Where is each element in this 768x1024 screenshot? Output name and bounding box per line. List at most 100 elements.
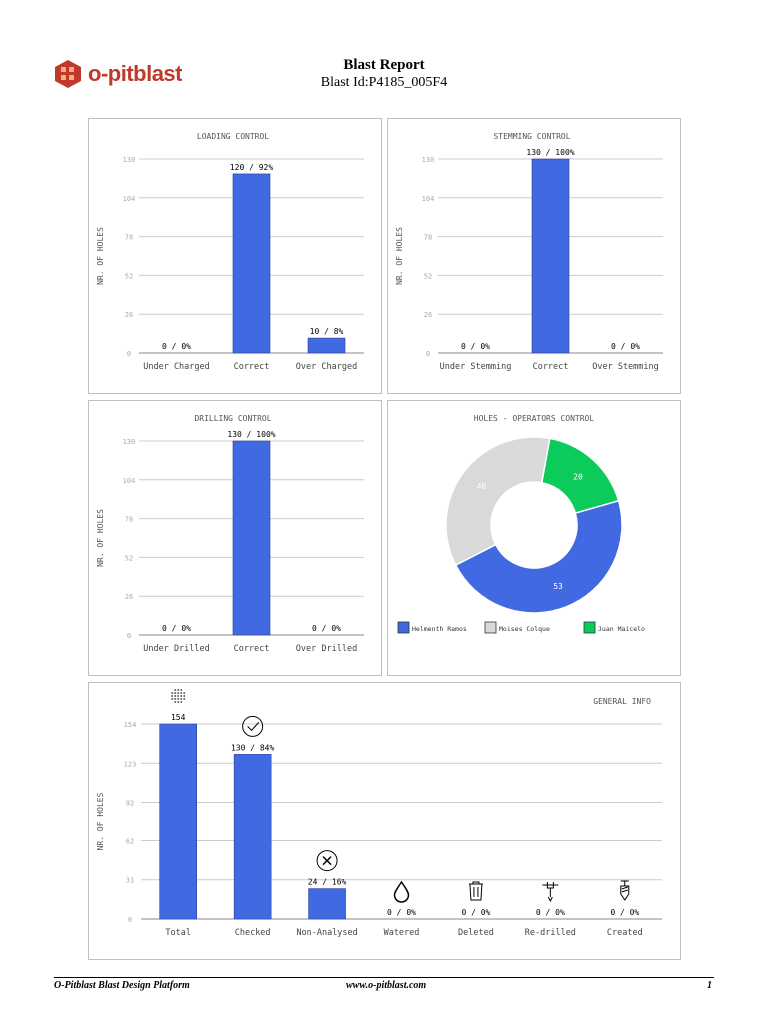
y-tick-label: 52 — [125, 272, 133, 280]
legend-swatch — [397, 621, 410, 634]
y-axis-label: NR. OF HOLES — [395, 227, 404, 285]
y-tick-label: 0 — [127, 632, 131, 640]
x-tick-label: Watered — [384, 928, 420, 938]
x-tick-label: Over Stemming — [592, 362, 659, 372]
x-tick-label: Correct — [234, 644, 270, 654]
y-tick-label: 154 — [124, 721, 137, 729]
report-title: Blast Report — [343, 57, 425, 73]
general-info-chart: GENERAL INFO NR. OF HOLES 0 31 62 92 123 154 154… — [96, 689, 662, 938]
redrill-icon — [542, 882, 559, 903]
x-tick-label: Under Drilled — [143, 644, 210, 654]
data-label: 0 / 0% — [162, 624, 191, 633]
y-tick-label: 26 — [125, 593, 133, 601]
data-label: 0 / 0% — [610, 908, 639, 917]
y-axis-label: NR. OF HOLES — [96, 227, 105, 285]
hole-dot — [174, 692, 177, 694]
hole-dot — [180, 701, 183, 703]
icon-check — [247, 722, 260, 732]
data-label: 0 / 0% — [162, 342, 191, 351]
footer-page-number: 1 — [707, 980, 712, 991]
icon-drill-bit — [620, 880, 630, 901]
operators-control-panel: HOLES - OPERATORS CONTROL 20 53 40 Helmenth … — [387, 400, 681, 676]
y-tick-label: 104 — [422, 195, 435, 203]
chart-title: HOLES - OPERATORS CONTROL — [474, 414, 595, 423]
chart-title: DRILLING CONTROL — [194, 414, 271, 423]
x-tick-label: Non-Analysed — [296, 928, 357, 938]
x-tick-label: Deleted — [458, 928, 494, 938]
hole-dot — [177, 698, 180, 700]
chart-title: LOADING CONTROL — [197, 132, 269, 141]
hole-dot — [174, 695, 177, 697]
hole-dot — [174, 701, 177, 703]
x-tick-label: Over Drilled — [296, 644, 357, 654]
general-info-panel: GENERAL INFO NR. OF HOLES 0 31 62 92 123 154 154… — [88, 682, 681, 960]
y-axis-label: NR. OF HOLES — [96, 509, 105, 567]
y-tick-label: 130 — [123, 156, 136, 164]
y-tick-label: 52 — [125, 554, 133, 562]
hole-dot — [171, 692, 174, 694]
data-label: 0 / 0% — [387, 908, 416, 917]
icon-circle — [316, 850, 338, 872]
icon-cross — [322, 856, 332, 866]
y-tick-label: 31 — [126, 877, 134, 885]
bar — [307, 337, 346, 354]
x-tick-label: Under Stemming — [440, 362, 512, 372]
data-label: 130 / 100% — [526, 148, 574, 157]
drill-bit-icon — [620, 880, 630, 901]
hole-dot — [183, 698, 186, 700]
x-tick-label: Re-drilled — [525, 928, 576, 938]
y-tick-label: 92 — [126, 800, 134, 808]
bar — [159, 723, 198, 920]
x-tick-label: Correct — [533, 362, 569, 372]
x-tick-label: Correct — [234, 362, 270, 372]
slice-label: 40 — [477, 482, 487, 491]
data-label: 10 / 8% — [310, 327, 344, 336]
y-tick-label: 26 — [424, 311, 432, 319]
y-tick-label: 130 — [422, 156, 435, 164]
data-label: 154 — [171, 713, 186, 722]
stemming-control-panel: STEMMING CONTROL NR. OF HOLES 0 26 52 78 104 13… — [387, 118, 681, 394]
y-tick-label: 104 — [123, 195, 136, 203]
x-tick-label: Under Charged — [143, 362, 210, 372]
icon-drop — [393, 880, 410, 903]
brand-logo: o-pitblast — [54, 58, 194, 90]
legend-swatch — [484, 621, 497, 634]
legend-swatch — [583, 621, 596, 634]
footer-platform: O-Pitblast Blast Design Platform — [54, 980, 190, 991]
icon-redrill — [542, 882, 559, 903]
y-tick-label: 78 — [424, 234, 432, 242]
holes-pattern-icon — [171, 689, 186, 703]
hole-dot — [174, 698, 177, 700]
y-tick-label: 62 — [126, 837, 134, 845]
slice-label: 20 — [573, 472, 583, 481]
hole-dot — [180, 692, 183, 694]
water-drop-icon — [393, 880, 410, 903]
hole-dot — [177, 689, 180, 691]
check-circle-icon — [242, 715, 264, 737]
y-tick-label: 26 — [125, 311, 133, 319]
bar — [308, 888, 346, 920]
data-label: 0 / 0% — [461, 342, 490, 351]
bar — [232, 173, 271, 354]
report-header: Blast Report Blast Id:P4185_005F4 — [250, 57, 518, 91]
hole-dot — [171, 698, 174, 700]
y-tick-label: 78 — [125, 516, 133, 524]
bar — [232, 440, 271, 636]
x-tick-label: Over Charged — [296, 362, 357, 372]
legend-label: Juan Maicelo — [598, 625, 645, 633]
operators-control-chart: HOLES - OPERATORS CONTROL 20 53 40 Helmenth … — [397, 414, 645, 634]
x-circle-icon — [316, 850, 338, 872]
hole-dot — [171, 695, 174, 697]
data-label: 120 / 92% — [230, 163, 274, 172]
y-tick-label: 0 — [127, 350, 131, 358]
legend-label: Moises Colque — [499, 625, 550, 633]
hole-dot — [180, 689, 183, 691]
y-tick-label: 0 — [128, 916, 132, 924]
footer-website: www.o-pitblast.com — [346, 980, 427, 991]
loading-control-chart: LOADING CONTROL NR. OF HOLES 0 26 52 78 104 130… — [96, 132, 364, 372]
chart-title: GENERAL INFO — [593, 697, 651, 706]
pie-slice — [445, 436, 551, 567]
brand-name: o-pitblast — [88, 61, 183, 86]
hole-dot — [177, 692, 180, 694]
data-label: 0 / 0% — [536, 908, 565, 917]
